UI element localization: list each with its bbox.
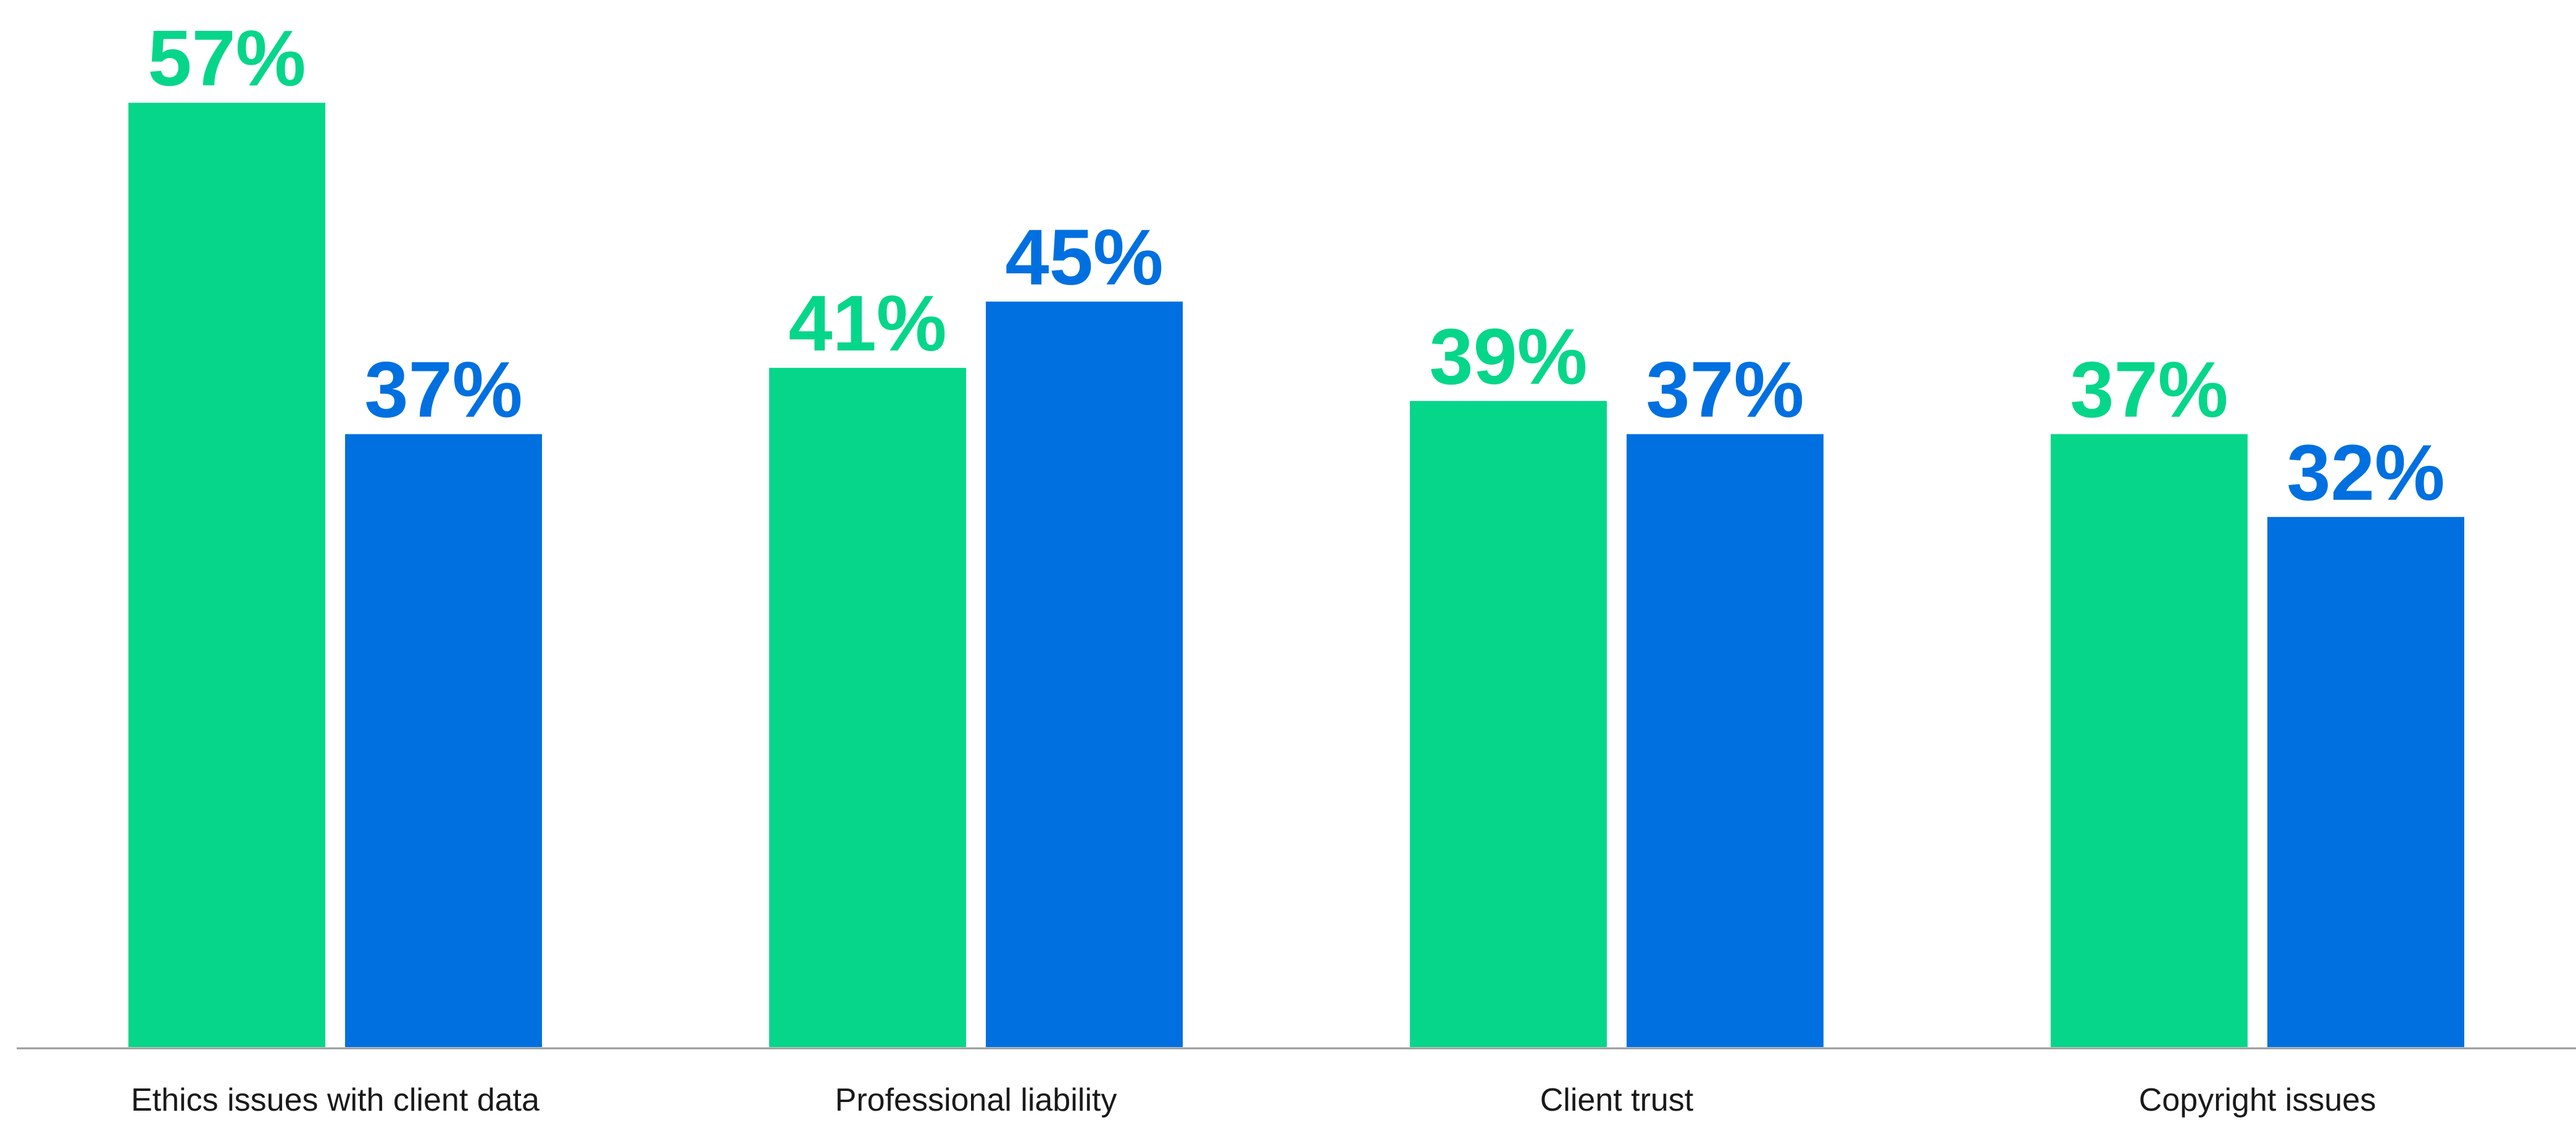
value-label: 37%	[1646, 346, 1804, 434]
x-tick-label: Professional liability	[835, 1082, 1117, 1118]
bar	[128, 102, 325, 1047]
bar	[2267, 516, 2464, 1047]
x-tick-label: Client trust	[1540, 1082, 1694, 1118]
bar	[2051, 434, 2248, 1047]
bar	[769, 368, 966, 1047]
bar	[1410, 400, 1607, 1047]
value-label: 57%	[148, 15, 306, 103]
bar	[986, 301, 1183, 1047]
value-label: 41%	[788, 280, 946, 368]
x-tick-label: Copyright issues	[2139, 1082, 2376, 1118]
value-label: 45%	[1005, 213, 1163, 302]
value-label: 32%	[2286, 429, 2445, 517]
bar	[1627, 434, 1824, 1047]
value-label: 39%	[1429, 313, 1587, 401]
bar	[345, 434, 542, 1047]
x-tick-label: Ethics issues with client data	[131, 1082, 540, 1118]
value-label: 37%	[364, 346, 522, 434]
value-label: 37%	[2070, 346, 2228, 434]
